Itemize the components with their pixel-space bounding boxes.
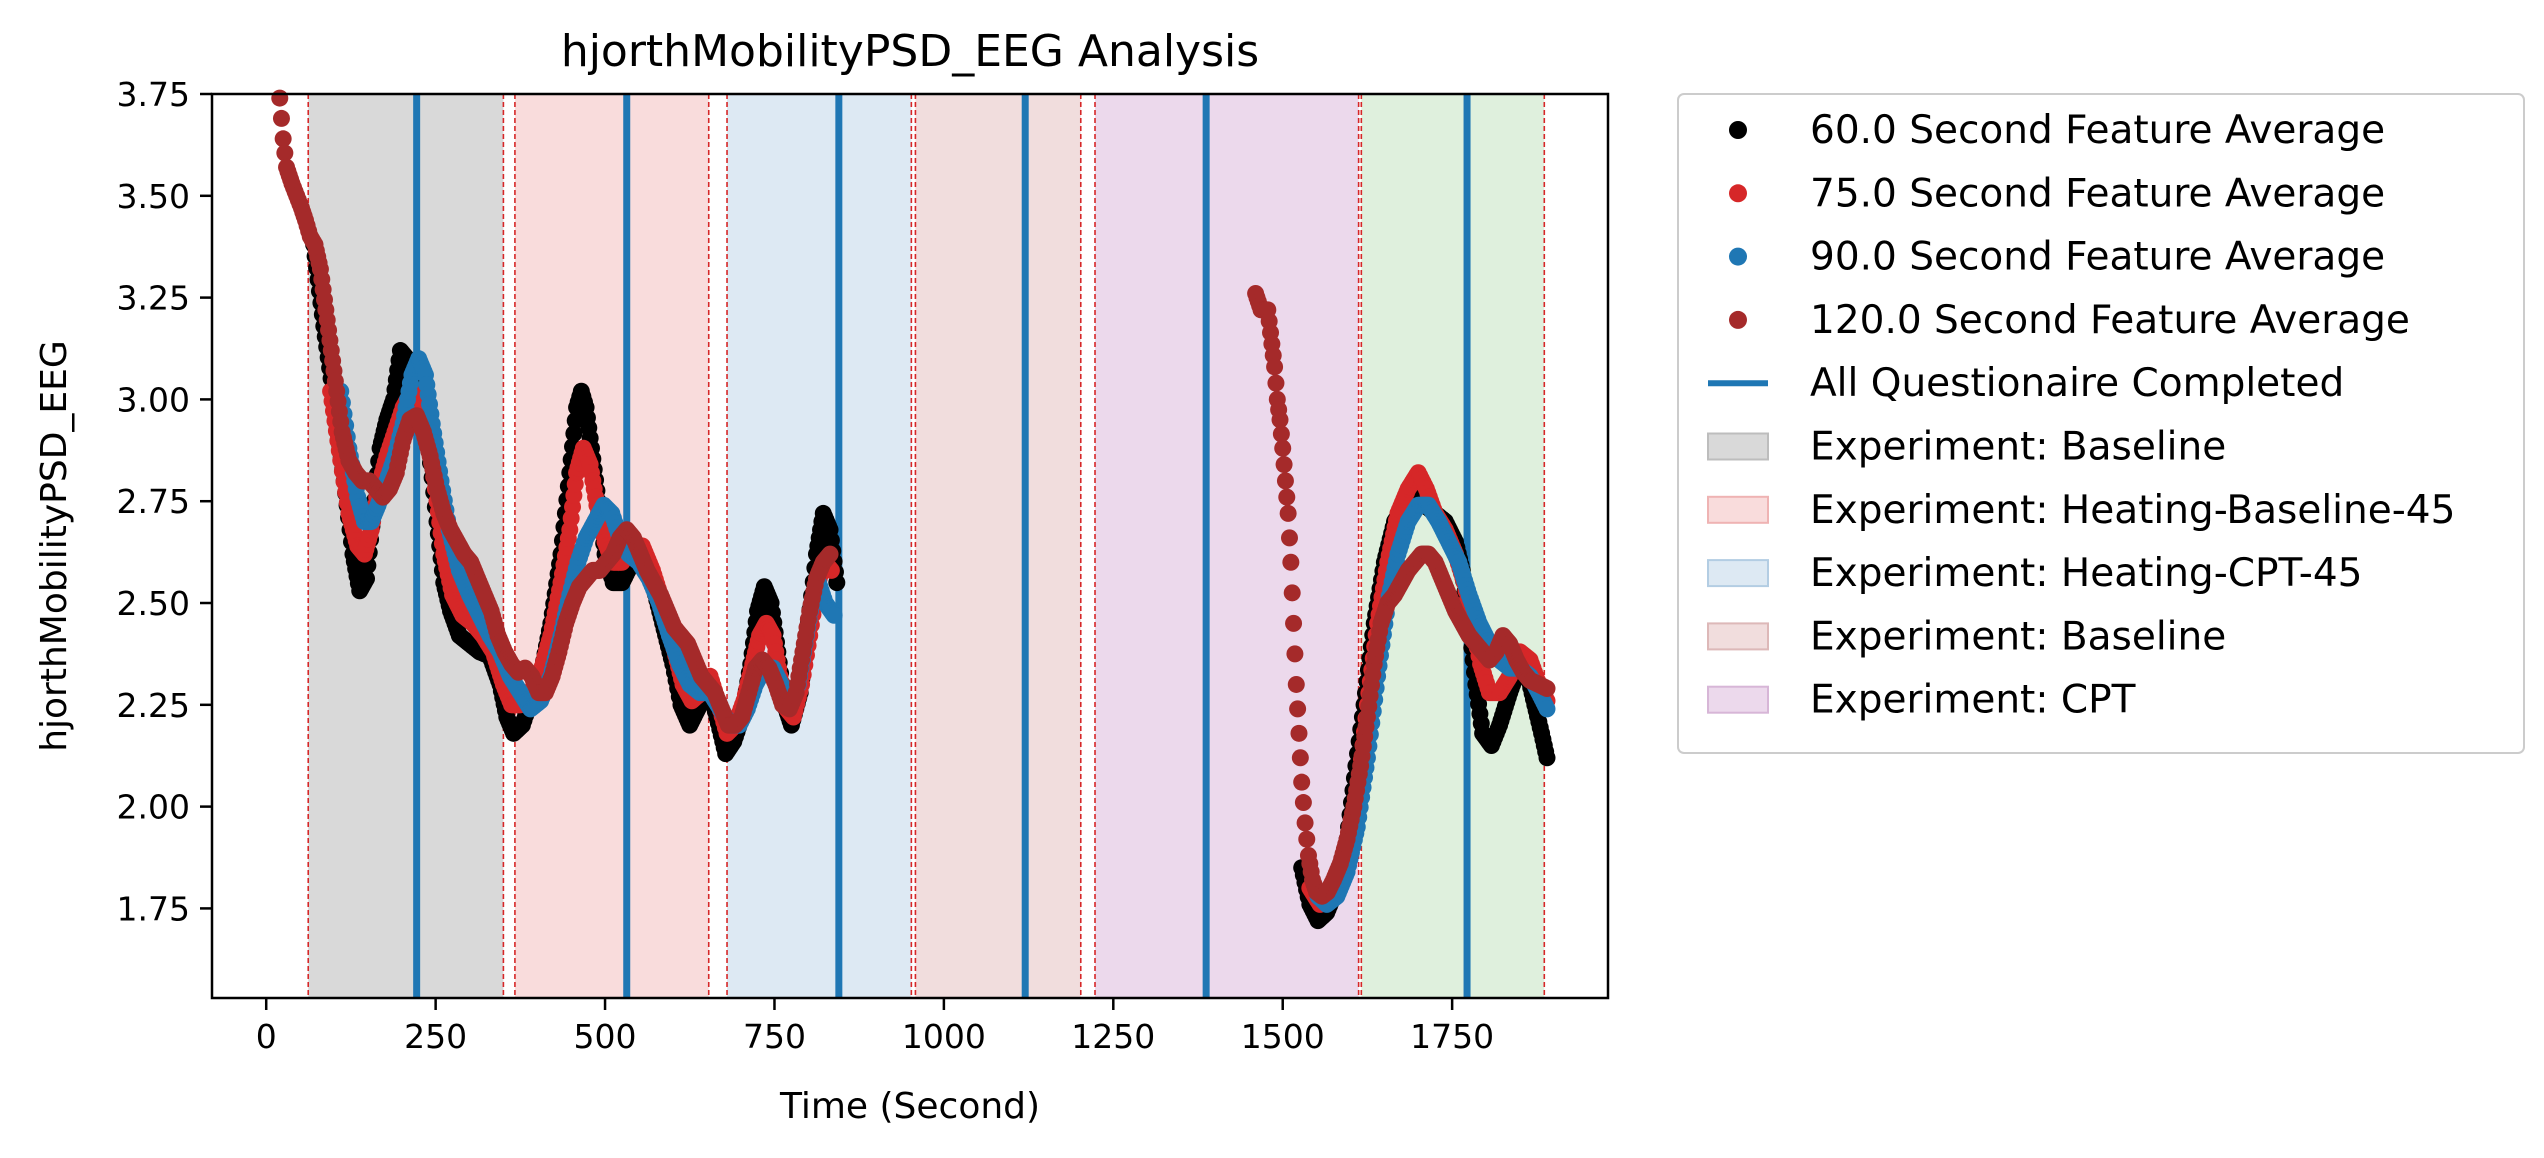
point [1291, 749, 1309, 767]
x-tick-label: 1250 [1071, 1017, 1155, 1056]
point [1282, 553, 1300, 571]
plot-frame [210, 92, 1610, 1000]
point [1293, 773, 1311, 791]
legend-item: Experiment: CPT [1707, 678, 2136, 723]
point [1279, 504, 1297, 522]
legend-item: Experiment: Baseline [1707, 425, 2226, 470]
data-points [271, 89, 1556, 930]
phase-bands [308, 94, 1545, 998]
x-tick-label: 500 [574, 1017, 637, 1056]
point [1538, 749, 1556, 767]
point [1296, 814, 1314, 832]
legend-patch-icon [1707, 432, 1769, 461]
legend-marker-icon [1729, 121, 1747, 139]
point [1278, 488, 1296, 506]
y-tick-label: 2.00 [117, 788, 190, 827]
legend-patch-icon [1707, 559, 1769, 588]
point [1285, 614, 1303, 632]
y-tick-label: 3.50 [117, 177, 190, 216]
legend-item: Experiment: Heating-Baseline-45 [1707, 488, 2455, 533]
legend-item: 120.0 Second Feature Average [1729, 298, 2410, 343]
legend-items: 60.0 Second Feature Average 75.0 Second F… [1707, 108, 2455, 723]
legend-label: 120.0 Second Feature Average [1810, 298, 2410, 343]
point [1538, 680, 1556, 698]
y-tick-label: 3.00 [117, 380, 190, 419]
legend-box [1677, 93, 2525, 754]
point [1275, 456, 1293, 474]
point [825, 606, 843, 624]
y-axis: 1.75 2.00 2.25 2.50 2.75 3.00 3.25 3.50 3.75 [117, 75, 212, 928]
legend-marker-icon [1729, 184, 1747, 203]
point [1289, 700, 1307, 718]
x-tick-label: 750 [743, 1017, 806, 1056]
legend-label: 75.0 Second Feature Average [1810, 171, 2385, 216]
point [271, 89, 289, 107]
legend-item: Experiment: Baseline [1707, 614, 2226, 659]
point [1276, 472, 1294, 490]
legend-label: 90.0 Second Feature Average [1810, 235, 2385, 280]
plot-area [210, 89, 1610, 1000]
phase-band-0 [308, 94, 504, 998]
point [1298, 830, 1316, 848]
legend: 60.0 Second Feature Average 75.0 Second F… [1677, 93, 2525, 754]
legend-label: All Questionaire Completed [1810, 361, 2344, 406]
phase-band-3 [915, 94, 1081, 998]
point [1271, 411, 1289, 429]
point [1272, 425, 1290, 443]
point [1283, 584, 1301, 602]
chart-title: hjorthMobilityPSD_EEG Analysis [561, 26, 1259, 77]
y-tick-label: 2.50 [117, 584, 190, 623]
legend-patch-icon [1707, 622, 1769, 651]
point [274, 130, 292, 148]
legend-label: Experiment: Baseline [1810, 614, 2226, 659]
legend-item: Experiment: Heating-CPT-45 [1707, 551, 2362, 596]
phase-band-4 [1095, 94, 1359, 998]
point [821, 545, 839, 563]
x-tick-label: 250 [404, 1017, 467, 1056]
point [276, 144, 294, 162]
point [1287, 675, 1305, 693]
legend-marker-icon [1729, 247, 1747, 266]
y-tick-label: 2.75 [117, 482, 190, 521]
y-tick-label: 1.75 [117, 889, 190, 928]
legend-item: 60.0 Second Feature Average [1729, 108, 2385, 153]
x-tick-label: 1500 [1241, 1017, 1325, 1056]
point [1274, 439, 1292, 457]
point [358, 570, 376, 588]
y-tick-label: 3.75 [117, 75, 190, 114]
x-tick-label: 1750 [1410, 1017, 1494, 1056]
legend-patch-icon [1707, 495, 1769, 524]
phase-boundary-lines [307, 94, 1546, 998]
legend-label: Experiment: Heating-CPT-45 [1810, 551, 2362, 596]
legend-label: Experiment: Heating-Baseline-45 [1810, 488, 2455, 533]
point [1266, 358, 1284, 376]
point [1290, 724, 1308, 742]
point [1267, 374, 1285, 392]
point [1280, 529, 1298, 547]
legend-item: 90.0 Second Feature Average [1729, 235, 2385, 280]
legend-label: 60.0 Second Feature Average [1810, 108, 2385, 153]
series-3 [271, 89, 1556, 905]
y-tick-label: 3.25 [117, 279, 190, 318]
x-axis-label: Time (Second) [779, 1086, 1040, 1127]
legend-label: Experiment: CPT [1810, 678, 2136, 723]
legend-patch-icon [1707, 685, 1769, 714]
y-axis-label: hjorthMobilityPSD_EEG [34, 340, 75, 752]
point [565, 425, 583, 443]
legend-item: 75.0 Second Feature Average [1729, 171, 2385, 216]
x-axis: 0 250 500 750 1000 1250 1500 1750 [256, 998, 1494, 1056]
point [1538, 700, 1556, 718]
y-tick-label: 2.25 [117, 686, 190, 725]
point [272, 109, 290, 127]
x-tick-label: 0 [256, 1017, 277, 1056]
legend-label: Experiment: Baseline [1810, 425, 2226, 470]
legend-item: All Questionaire Completed [1708, 361, 2344, 406]
legend-marker-icon [1729, 310, 1747, 329]
point [1294, 794, 1312, 812]
point [1286, 645, 1304, 663]
x-tick-label: 1000 [902, 1017, 986, 1056]
